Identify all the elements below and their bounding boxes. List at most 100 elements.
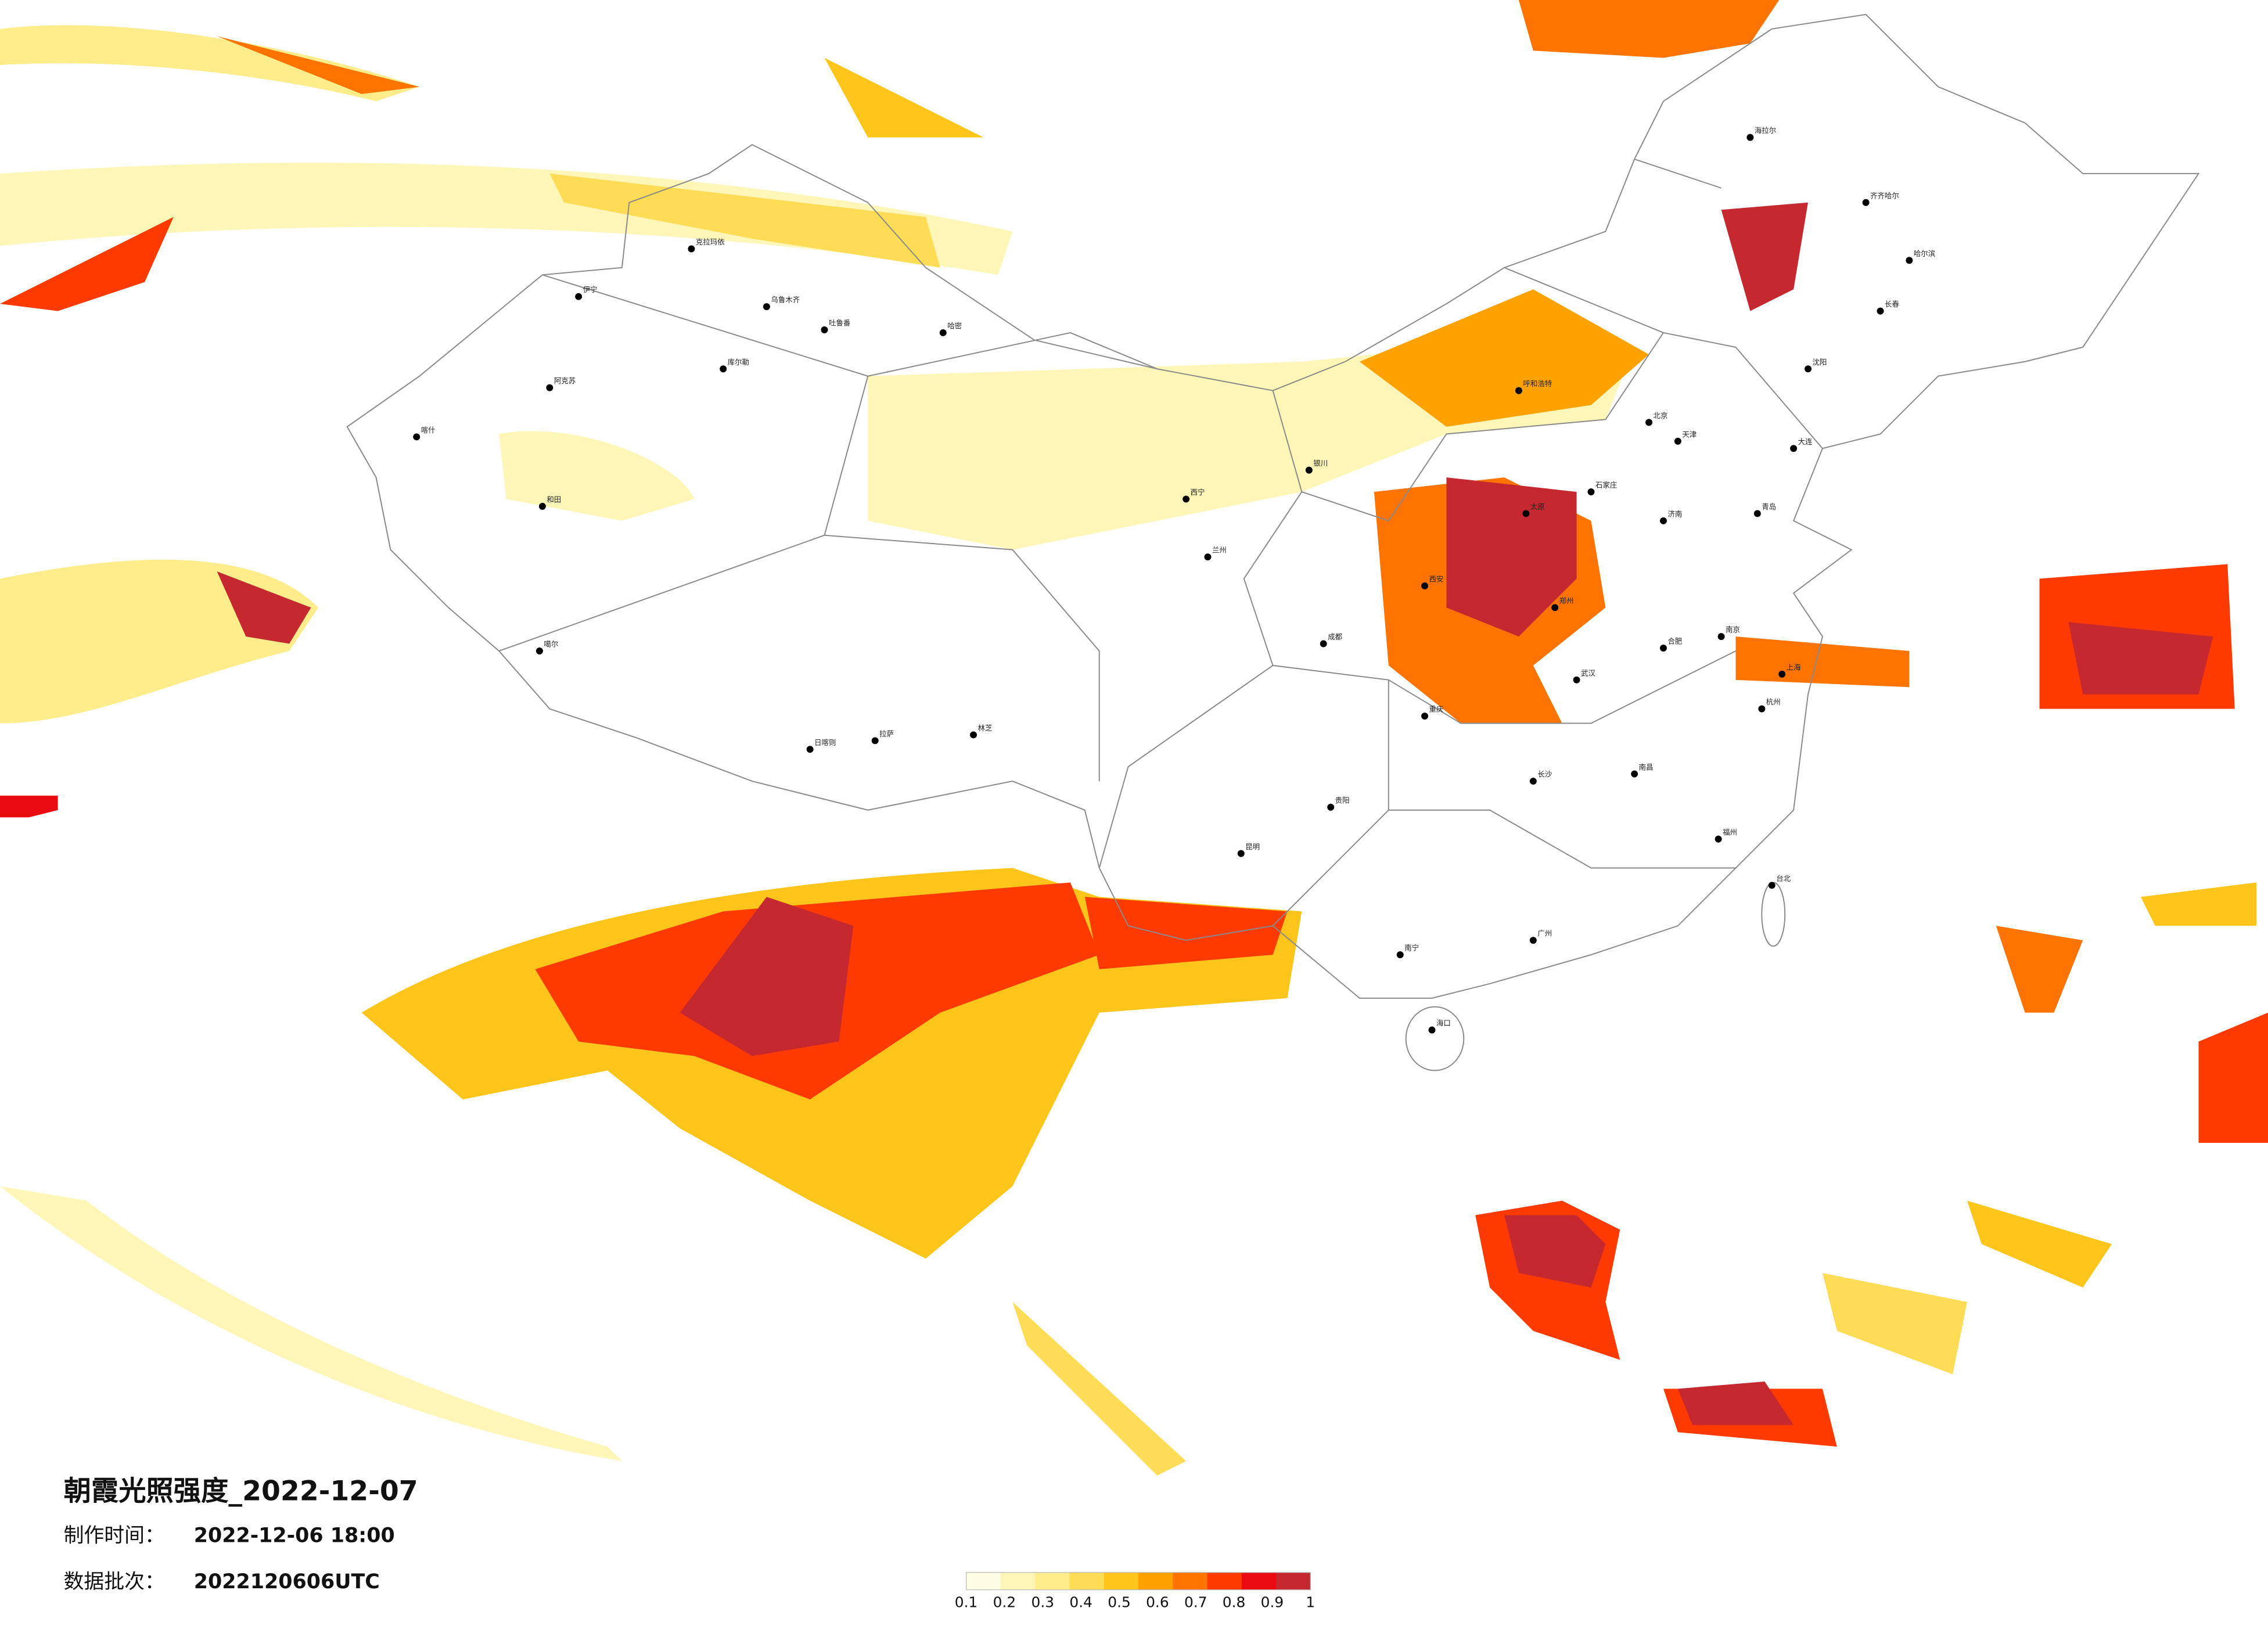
city-dot [1421, 713, 1429, 720]
city-label: 南昌 [1639, 762, 1654, 771]
city-label: 长沙 [1537, 770, 1552, 779]
city-dot [970, 731, 977, 739]
city-label: 银川 [1313, 459, 1328, 467]
city-dot [1768, 882, 1775, 889]
legend-tick-label: 0.9 [1261, 1594, 1284, 1611]
city-label: 哈尔滨 [1914, 249, 1935, 258]
legend-frame [965, 1572, 1311, 1591]
city-dot [1305, 466, 1313, 474]
city-label: 杭州 [1766, 697, 1781, 706]
city-label: 武汉 [1581, 668, 1595, 677]
city-label: 齐齐哈尔 [1870, 191, 1899, 200]
city-label: 天津 [1682, 430, 1696, 438]
city-dot [1573, 676, 1580, 684]
city-label: 昆明 [1245, 842, 1260, 851]
legend-swatch [1069, 1572, 1105, 1590]
city-dot [1237, 850, 1245, 857]
legend-swatch [1173, 1572, 1208, 1590]
city-label: 噶尔 [544, 640, 558, 649]
city-dot [871, 737, 879, 744]
legend-swatch [1241, 1572, 1277, 1590]
production-time-label: 制作时间： [64, 1524, 165, 1548]
data-batch: 2022120606UTC [194, 1570, 380, 1593]
city-label: 南京 [1726, 625, 1740, 634]
city-label: 西宁 [1191, 488, 1205, 497]
city-dot [688, 245, 695, 253]
city-dot [1421, 582, 1429, 589]
city-label: 日喀则 [814, 738, 836, 747]
city-dot [1753, 510, 1761, 517]
data-batch-label: 数据批次： [64, 1570, 165, 1593]
city-label: 长春 [1885, 300, 1899, 308]
legend-swatch [1035, 1572, 1070, 1590]
legend-tick-label: 0.3 [1031, 1594, 1055, 1611]
map-title: 朝霞光照强度_2022-12-07 [64, 1475, 418, 1507]
city-dot [1522, 510, 1530, 517]
legend-tick-label: 0.7 [1184, 1594, 1207, 1611]
city-label: 兰州 [1212, 546, 1227, 555]
city-dot [1204, 553, 1212, 561]
city-dot [763, 303, 770, 311]
city-dot [806, 746, 814, 753]
city-label: 和田 [547, 495, 561, 503]
city-label: 西安 [1429, 574, 1444, 583]
city-label: 合肥 [1667, 637, 1682, 646]
city-label: 喀什 [421, 426, 436, 434]
city-label: 拉萨 [879, 729, 894, 738]
city-dot [1396, 951, 1404, 959]
legend-swatch [1207, 1572, 1242, 1590]
city-dot [1428, 1026, 1436, 1034]
city-dot [546, 384, 553, 391]
city-label: 乌鲁木齐 [771, 296, 800, 304]
city-dot [1862, 199, 1870, 206]
production-time: 2022-12-06 18:00 [194, 1524, 395, 1548]
city-label: 北京 [1654, 411, 1668, 420]
city-dot [1877, 307, 1884, 315]
city-dot [1778, 670, 1786, 678]
city-label: 库尔勒 [728, 358, 749, 366]
city-dot [1515, 387, 1522, 394]
legend-tick-label: 0.2 [993, 1594, 1016, 1611]
city-label: 林芝 [978, 724, 993, 732]
legend-tick-label: 0.4 [1069, 1594, 1092, 1611]
city-label: 呼和浩特 [1523, 379, 1552, 388]
city-dot [575, 293, 583, 300]
legend-tick-label: 0.6 [1146, 1594, 1169, 1611]
legend-tick-label: 1 [1306, 1594, 1315, 1611]
city-label: 重庆 [1429, 705, 1444, 714]
city-dot [535, 647, 543, 654]
city-dot [939, 329, 947, 336]
country-borders [346, 13, 2200, 1071]
legend-tick-label: 0.8 [1223, 1594, 1246, 1611]
city-label: 台北 [1776, 874, 1791, 883]
city-dot [1715, 835, 1722, 843]
city-label: 南宁 [1404, 944, 1419, 952]
city-label: 石家庄 [1595, 481, 1617, 490]
city-dot [1660, 645, 1667, 652]
legend-swatch [1104, 1572, 1139, 1590]
city-dot [538, 502, 546, 510]
legend-swatch [1000, 1572, 1036, 1590]
city-dot [413, 433, 420, 441]
city-label: 海拉尔 [1755, 126, 1776, 135]
city-dot [720, 365, 727, 373]
city-dot [1674, 437, 1681, 445]
city-dot [1182, 495, 1190, 503]
city-dot [1529, 937, 1537, 944]
city-dot [1327, 804, 1335, 811]
city-label: 青岛 [1762, 502, 1776, 511]
city-label: 哈密 [947, 321, 962, 330]
city-dot [1717, 633, 1725, 641]
city-dot [1645, 419, 1653, 426]
intensity-field [0, 0, 2268, 1476]
legend-swatch [1138, 1572, 1173, 1590]
city-dot [1660, 517, 1667, 524]
city-dot [1758, 705, 1766, 713]
city-label: 成都 [1328, 632, 1342, 641]
city-label: 伊宁 [583, 285, 598, 294]
city-label: 克拉玛依 [696, 238, 725, 246]
city-label: 郑州 [1559, 596, 1574, 605]
